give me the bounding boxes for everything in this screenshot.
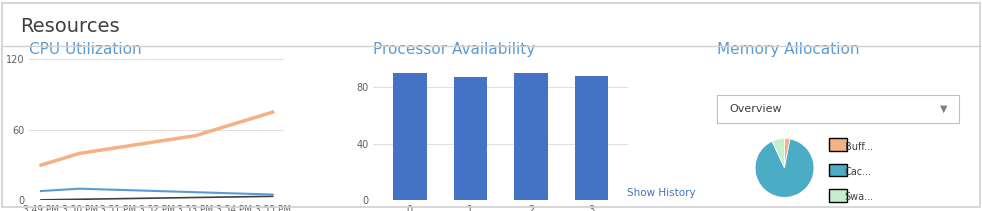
Text: CPU Idle (%): CPU Idle (%)	[487, 131, 548, 141]
Bar	[575, 76, 609, 200]
Text: Swa...: Swa...	[845, 192, 874, 202]
Text: Processor Availability: Processor Availability	[373, 42, 535, 57]
Wedge shape	[772, 138, 785, 168]
Wedge shape	[755, 139, 814, 197]
Text: ▼: ▼	[940, 104, 948, 114]
Text: Buff...: Buff...	[845, 142, 873, 152]
Legend: Pro...: Pro...	[714, 100, 763, 118]
Bar	[515, 73, 548, 200]
Text: Memory Allocation: Memory Allocation	[718, 42, 860, 57]
Text: CPU System (%): CPU System (%)	[487, 91, 567, 100]
Bar	[454, 77, 487, 200]
Bar	[393, 73, 426, 200]
Wedge shape	[785, 138, 791, 168]
Text: Show History: Show History	[627, 188, 695, 198]
Text: Resources: Resources	[20, 17, 119, 36]
Text: CPU IO Wait (%): CPU IO Wait (%)	[487, 172, 566, 182]
Text: Overview: Overview	[730, 104, 782, 114]
Text: Cac...: Cac...	[845, 167, 872, 177]
Text: CPU Utilization: CPU Utilization	[29, 42, 142, 57]
